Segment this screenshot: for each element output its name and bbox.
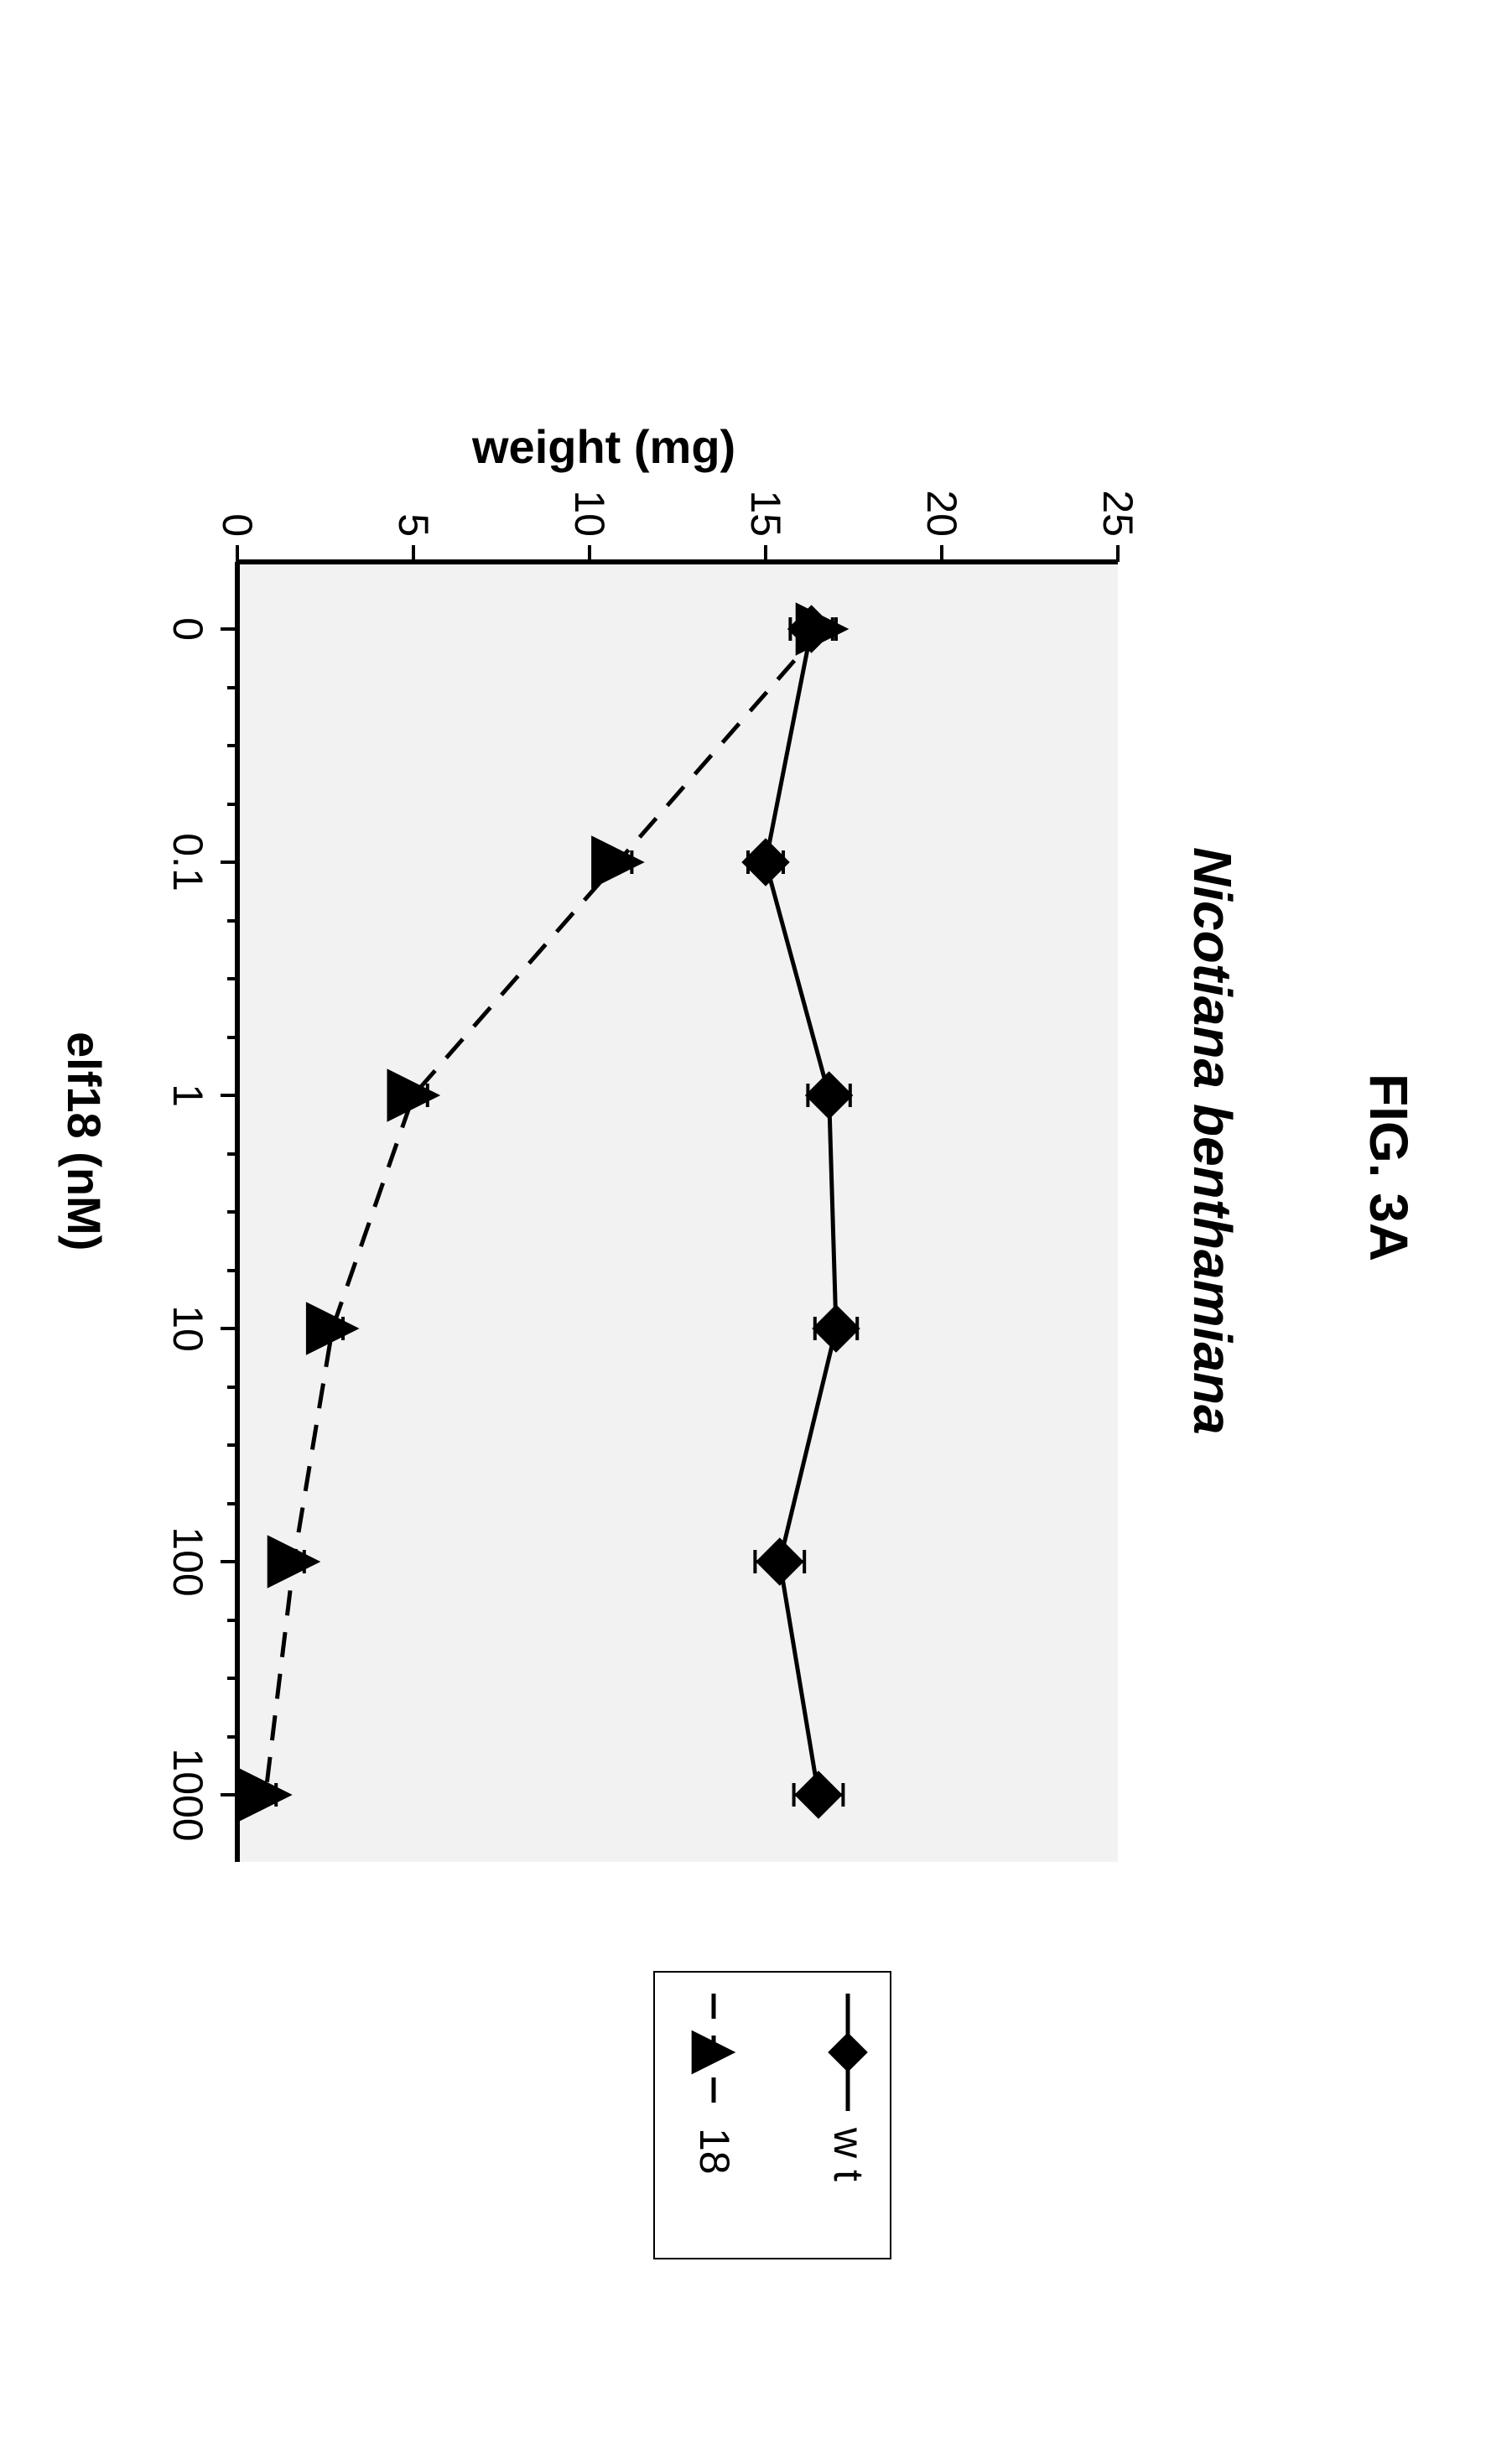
x-tick	[221, 1560, 237, 1563]
legend: w t 18	[653, 1971, 891, 2259]
y-tick-label: 25	[1094, 453, 1142, 537]
legend-label-wt: w t	[824, 2128, 873, 2181]
series-svg	[237, 520, 1143, 1862]
y-tick	[588, 545, 591, 562]
x-tick-label: 0	[164, 617, 212, 641]
x-minor-tick	[227, 686, 237, 689]
x-minor-tick	[227, 1502, 237, 1505]
rotated-canvas: FIG. 3A Nicotiana benthamiana 0510152025…	[0, 0, 1512, 2449]
x-tick	[221, 861, 237, 864]
y-tick	[940, 545, 943, 562]
x-minor-tick	[227, 919, 237, 923]
x-tick-label: 10	[164, 1305, 212, 1352]
x-tick	[221, 1327, 237, 1330]
marker-diamond-icon	[795, 1771, 842, 1818]
legend-label-18: 18	[690, 2128, 739, 2175]
legend-svg	[655, 1973, 890, 2258]
x-minor-tick	[227, 744, 237, 747]
x-tick	[221, 1094, 237, 1097]
y-axis-label: weight (mg)	[472, 419, 735, 474]
y-tick-label: 20	[917, 453, 966, 537]
chart-title: Nicotiana benthamiana	[1182, 847, 1244, 1435]
x-minor-tick	[227, 1735, 237, 1739]
y-tick	[236, 545, 239, 562]
x-tick-label: 1	[164, 1084, 212, 1107]
marker-diamond-icon	[756, 1538, 803, 1585]
marker-triangle-icon	[796, 603, 848, 655]
y-tick-label: 0	[213, 453, 262, 537]
y-tick	[1116, 545, 1120, 562]
x-tick	[221, 1793, 237, 1796]
x-minor-tick	[227, 1677, 237, 1680]
marker-triangle-icon	[306, 1302, 358, 1354]
y-axis	[237, 559, 1118, 564]
marker-diamond-icon	[806, 1072, 853, 1119]
x-tick-label: 100	[164, 1526, 212, 1596]
y-tick	[412, 545, 415, 562]
x-minor-tick	[227, 803, 237, 806]
legend-marker-diamond-icon	[828, 2032, 868, 2072]
marker-triangle-icon	[592, 836, 644, 888]
marker-triangle-icon	[240, 1769, 292, 1821]
x-minor-tick	[227, 1210, 237, 1214]
x-tick	[221, 627, 237, 631]
x-minor-tick	[227, 1036, 237, 1039]
x-minor-tick	[227, 1619, 237, 1622]
y-tick-label: 5	[389, 453, 438, 537]
x-axis-label: elf18 (nM)	[57, 1032, 112, 1250]
marker-diamond-icon	[813, 1305, 860, 1352]
series-line-wt	[766, 629, 836, 1795]
plot-outer-frame: 051015202500.11101001000	[237, 520, 1143, 1862]
series-line-18	[266, 629, 823, 1795]
x-minor-tick	[227, 977, 237, 980]
x-minor-tick	[227, 1386, 237, 1389]
x-minor-tick	[227, 1152, 237, 1156]
marker-triangle-icon	[268, 1536, 320, 1588]
figure-label: FIG. 3A	[1358, 1074, 1420, 1261]
y-tick	[764, 545, 767, 562]
x-tick-label: 1000	[164, 1748, 212, 1841]
x-tick-label: 0.1	[164, 833, 212, 892]
marker-diamond-icon	[742, 839, 789, 886]
y-tick-label: 15	[741, 453, 790, 537]
x-minor-tick	[227, 1269, 237, 1272]
x-minor-tick	[227, 1443, 237, 1447]
page: FIG. 3A Nicotiana benthamiana 0510152025…	[0, 0, 1512, 2449]
